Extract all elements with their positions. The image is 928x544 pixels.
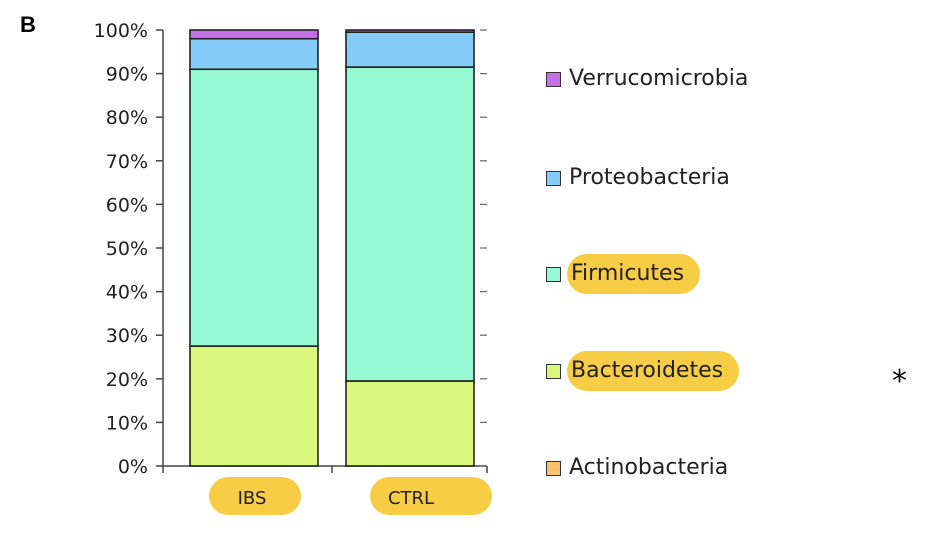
legend-item-firmicutes: Firmicutes (546, 254, 701, 294)
legend-label: Actinobacteria (569, 455, 729, 480)
legend-swatch (546, 71, 561, 87)
bar-segment-verrucomicrobia-ctrl (345, 29, 475, 33)
legend-item-bacteroidetes: Bacteroidetes (546, 351, 740, 391)
bar-segment-verrucomicrobia-ibs (189, 29, 319, 40)
bar-segment-proteobacteria-ibs (189, 37, 319, 71)
y-tick-label: 70% (106, 151, 148, 173)
legend-swatch (546, 460, 561, 476)
y-tick-label: 80% (106, 107, 148, 129)
bar-segment-bacteroidetes-ibs (189, 345, 319, 467)
legend-swatch (546, 266, 561, 282)
panel-label: B (20, 12, 36, 37)
x-tick-label: CTRL (388, 488, 434, 509)
legend-label: Proteobacteria (569, 165, 730, 190)
y-tick-label: 10% (106, 412, 148, 434)
legend-label: Bacteroidetes (567, 351, 740, 391)
x-tick-label: IBS (238, 488, 267, 509)
bar-segment-proteobacteria-ctrl (345, 31, 475, 68)
y-tick-label: 100% (94, 20, 148, 42)
y-tick-label: 50% (106, 238, 148, 260)
y-tick-label: 40% (106, 282, 148, 304)
legend-label: Verrucomicrobia (569, 66, 749, 91)
legend-item-actinobacteria: Actinobacteria (546, 448, 736, 488)
legend-swatch (546, 363, 561, 379)
legend-item-verrucomicrobia: Verrucomicrobia (546, 59, 756, 99)
y-tick-label: 90% (106, 64, 148, 86)
legend-swatch (546, 170, 561, 186)
chart-legend: Verrucomicrobia Proteobacteria Firmicutes B… (546, 0, 846, 544)
bar-segment-bacteroidetes-ctrl (345, 380, 475, 467)
category-highlight (370, 477, 492, 515)
bar-segment-firmicutes-ctrl (345, 66, 475, 382)
legend-item-proteobacteria: Proteobacteria (546, 158, 738, 198)
significance-asterisk: * (892, 364, 907, 399)
legend-label: Firmicutes (567, 254, 701, 294)
bar-segment-firmicutes-ibs (189, 68, 319, 347)
category-highlight (209, 477, 301, 515)
y-tick-label: 30% (106, 325, 148, 347)
y-tick-label: 0% (118, 456, 148, 478)
y-tick-label: 20% (106, 369, 148, 391)
y-tick-label: 60% (106, 194, 148, 216)
